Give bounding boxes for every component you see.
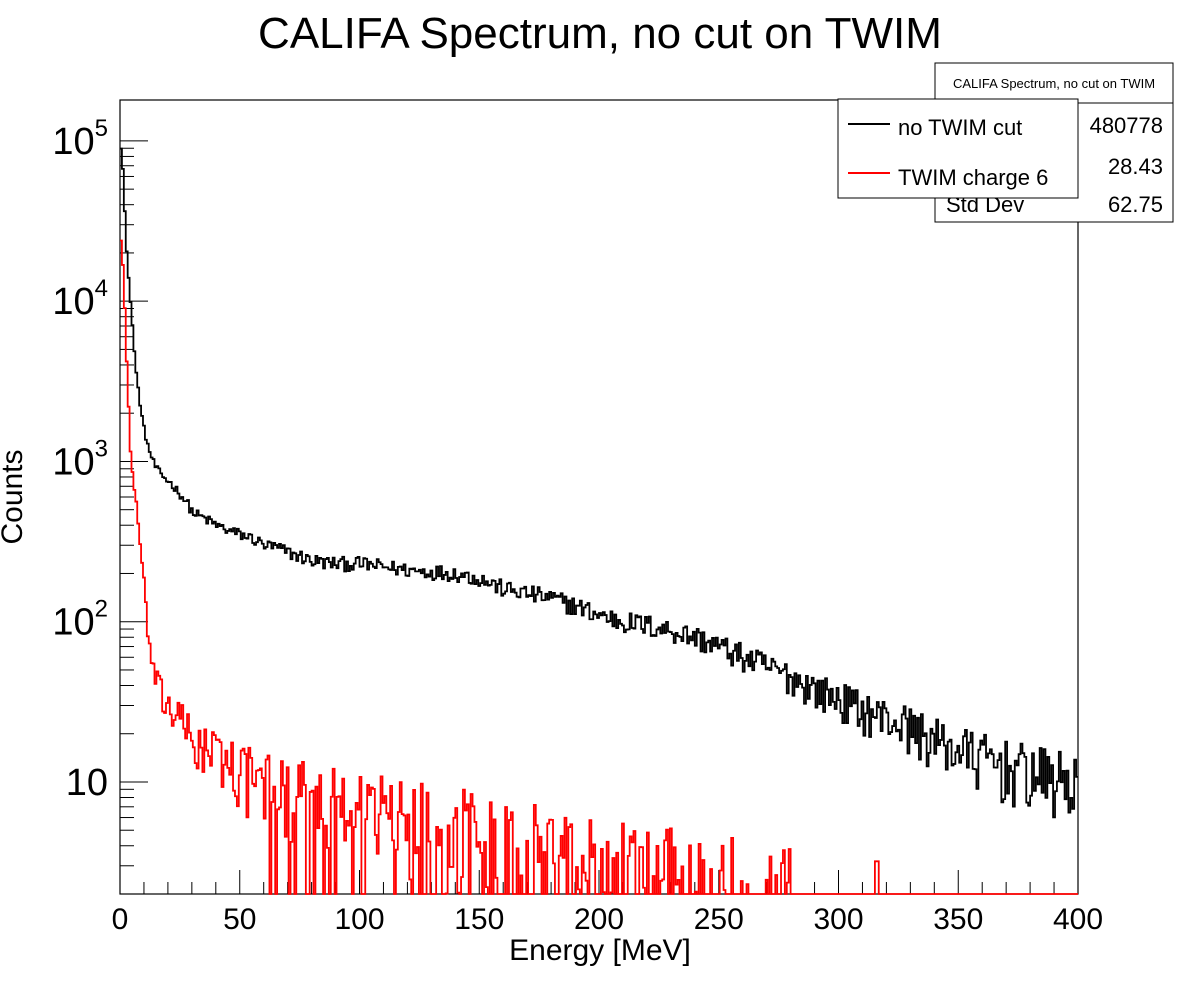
x-tick-label: 350 bbox=[933, 903, 983, 936]
stats-value-mean: 28.43 bbox=[1108, 154, 1163, 179]
y-axis-label: Counts bbox=[0, 449, 29, 544]
y-tick-label: 105 bbox=[52, 115, 108, 163]
legend: no TWIM cut TWIM charge 6 bbox=[837, 98, 1079, 199]
legend-entry-no-twim-cut: no TWIM cut bbox=[898, 115, 1022, 140]
x-ticks: 0 50 100 150 200 250 300 350 400 bbox=[112, 870, 1103, 936]
chart-title: CALIFA Spectrum, no cut on TWIM bbox=[258, 9, 942, 58]
legend-entry-twim-charge-6: TWIM charge 6 bbox=[898, 165, 1048, 190]
series-layer bbox=[120, 147, 1078, 895]
x-tick-label: 0 bbox=[112, 903, 129, 936]
y-ticks: 105 104 103 102 10 bbox=[52, 115, 148, 895]
stats-value-entries: 480778 bbox=[1090, 113, 1163, 138]
y-tick-label: 104 bbox=[52, 275, 108, 323]
x-tick-label: 100 bbox=[334, 903, 384, 936]
x-tick-label: 150 bbox=[454, 903, 504, 936]
x-axis-label: Energy [MeV] bbox=[509, 934, 691, 967]
y-tick-label: 103 bbox=[52, 435, 108, 483]
stats-value-stddev: 62.75 bbox=[1108, 192, 1163, 217]
x-tick-label: 250 bbox=[694, 903, 744, 936]
x-tick-label: 300 bbox=[813, 903, 863, 936]
plot-frame bbox=[119, 99, 1079, 895]
y-tick-label: 102 bbox=[52, 596, 108, 644]
series-no-twim-cut bbox=[120, 147, 1078, 819]
x-tick-label: 400 bbox=[1053, 903, 1103, 936]
x-tick-label: 50 bbox=[223, 903, 256, 936]
y-tick-label: 10 bbox=[66, 762, 108, 804]
series-twim-charge-6 bbox=[120, 239, 1078, 895]
x-tick-label: 200 bbox=[574, 903, 624, 936]
stats-title: CALIFA Spectrum, no cut on TWIM bbox=[953, 76, 1155, 91]
